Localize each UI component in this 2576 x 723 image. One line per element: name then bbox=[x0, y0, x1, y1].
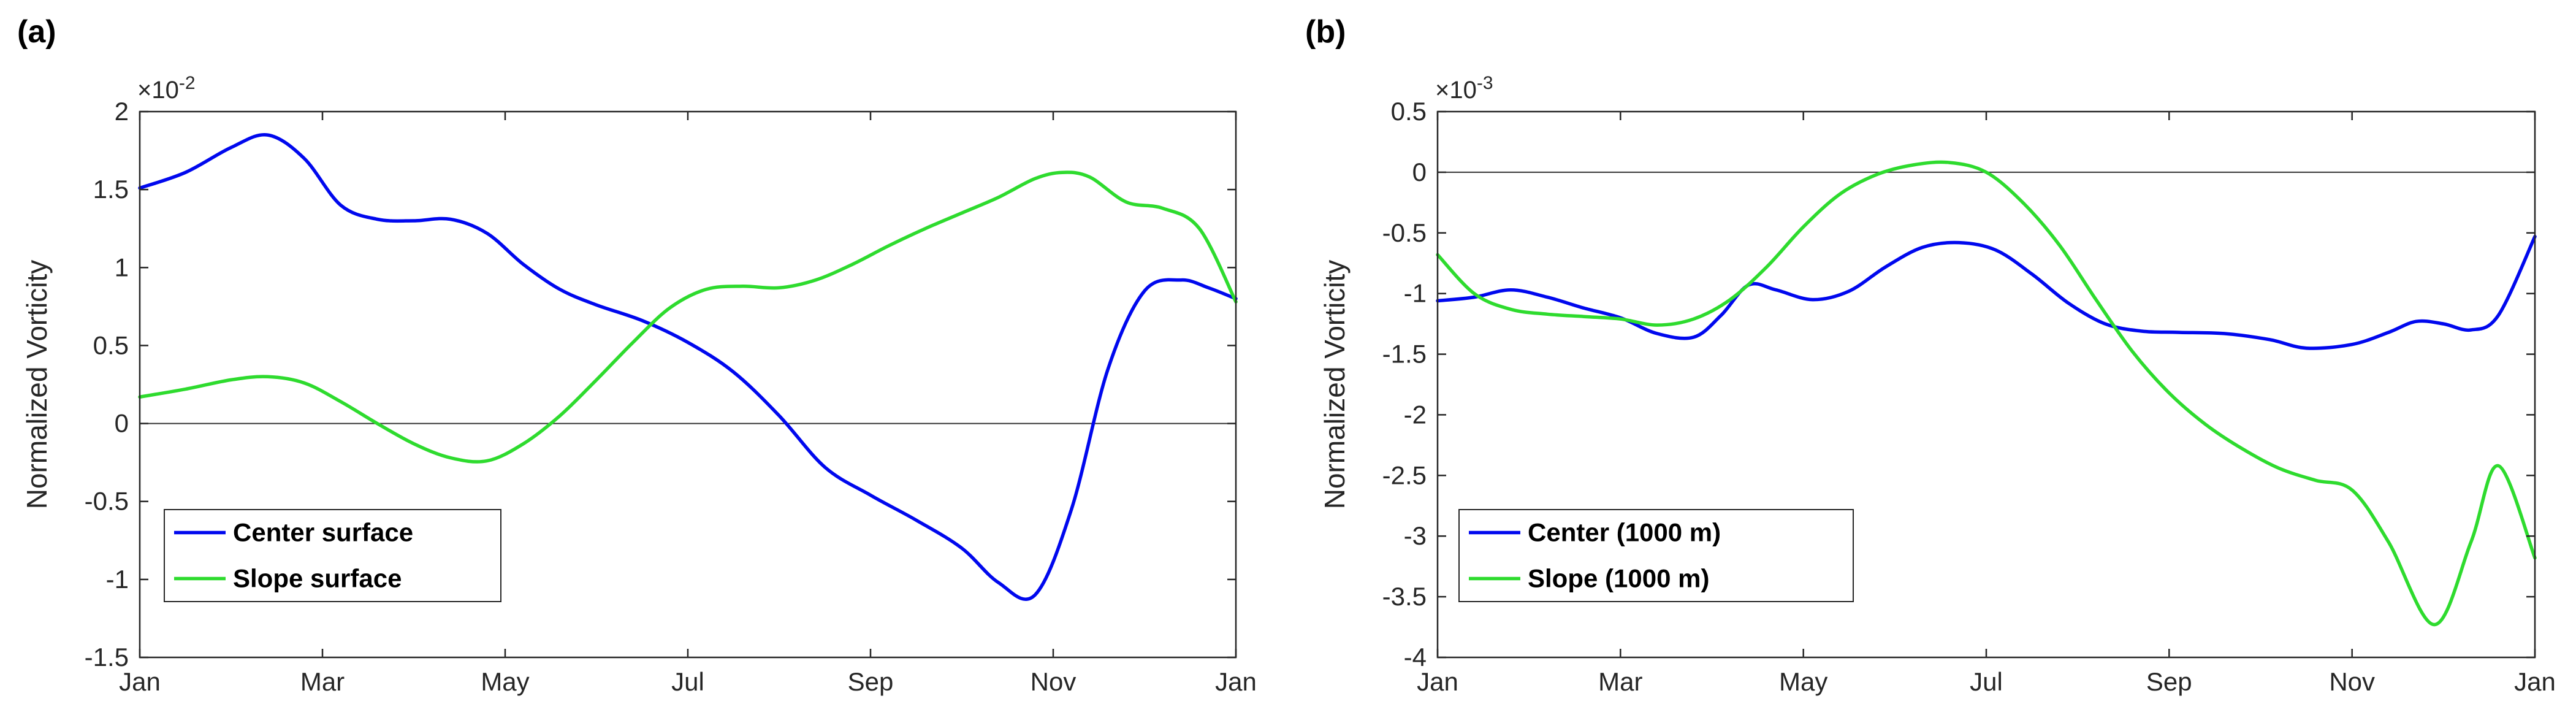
y-tick-label: 0 bbox=[1412, 158, 1427, 186]
y-tick-label: -3 bbox=[1404, 521, 1427, 550]
y-exponent-label: ×10-2 bbox=[137, 73, 196, 104]
legend-box bbox=[164, 509, 501, 602]
x-tick-label: May bbox=[481, 667, 529, 696]
y-tick-label: 0.5 bbox=[1391, 97, 1427, 126]
panel-a-label: (a) bbox=[17, 14, 56, 50]
panel-a: (a) Jan Mar May Jul Sep Nov Jan -1.5 -1 -0.5 0 0.5 1… bbox=[17, 14, 1257, 696]
legend: Center (1000 m) Slope (1000 m) bbox=[1458, 509, 1854, 602]
y-tick-label: 1 bbox=[115, 253, 129, 281]
y-tick-label: 1.5 bbox=[93, 175, 129, 204]
x-tick-label: Jan bbox=[1417, 667, 1458, 696]
x-tick-label: Nov bbox=[2329, 667, 2375, 696]
x-tick-label: Jan bbox=[2514, 667, 2556, 696]
y-tick-label: -1 bbox=[1404, 279, 1427, 308]
x-tick-label: Sep bbox=[2146, 667, 2192, 696]
legend-label-center-surface: Center surface bbox=[233, 518, 413, 547]
x-tick-label: Nov bbox=[1031, 667, 1077, 696]
y-tick-label: -2 bbox=[1404, 400, 1427, 429]
y-tick-label: -1.5 bbox=[85, 643, 129, 671]
series-line-slope-1000-m bbox=[1436, 160, 2537, 627]
x-tick-label: Jan bbox=[1215, 667, 1257, 696]
y-tick-label: -0.5 bbox=[1382, 218, 1427, 247]
chart-panel-b: Jan Mar May Jul Sep Nov Jan -4 -3.5 -3 -2.5 -2 -1.5-… bbox=[1288, 0, 2576, 723]
y-tick-label: 2 bbox=[115, 97, 129, 126]
series-line-center-surface bbox=[138, 132, 1238, 601]
y-tick-label: -3.5 bbox=[1382, 582, 1427, 611]
legend-label-center-1000-m: Center (1000 m) bbox=[1528, 518, 1721, 547]
y-exponent-label: ×10-3 bbox=[1435, 73, 1493, 104]
y-tick-label: -4 bbox=[1404, 643, 1427, 671]
legend-box bbox=[1458, 509, 1854, 602]
y-tick-label: -0.5 bbox=[85, 487, 129, 516]
x-tick-label: Mar bbox=[1598, 667, 1642, 696]
x-tick-label: Mar bbox=[300, 667, 345, 696]
y-tick-label: 0.5 bbox=[93, 331, 129, 359]
chart-svg: Jan Mar May Jul Sep Nov Jan-1.5-1-0.500.511.52… bbox=[21, 73, 1257, 696]
y-axis-label: Normalized Vorticity bbox=[21, 260, 53, 509]
x-tick-label: Jan bbox=[119, 667, 161, 696]
x-tick-label: Jul bbox=[1970, 667, 2003, 696]
x-tick-label: May bbox=[1779, 667, 1827, 696]
series-line-slope-surface bbox=[138, 170, 1238, 464]
panel-b-label: (b) bbox=[1305, 14, 1346, 50]
legend-label-slope-surface: Slope surface bbox=[233, 564, 402, 593]
y-tick-label: -2.5 bbox=[1382, 461, 1427, 489]
panel-b: (b) Jan Mar May Jul Sep Nov Jan -4 -3.5 -3 -2.5 -2-… bbox=[1288, 0, 2576, 723]
legend: Center surface Slope surface bbox=[164, 509, 501, 602]
y-tick-label: 0 bbox=[115, 409, 129, 438]
legend-label-slope-1000-m: Slope (1000 m) bbox=[1528, 564, 1709, 593]
y-axis-label: Normalized Vorticity bbox=[1319, 260, 1351, 509]
chart-panel-a: Jan Mar May Jul Sep Nov Jan -1.5 -1 -0.5 0 0.5 1 1.5 2… bbox=[21, 73, 1257, 696]
y-tick-label: -1.5 bbox=[1382, 340, 1427, 369]
x-tick-label: Jul bbox=[671, 667, 704, 696]
chart-svg: Jan Mar May Jul Sep Nov Jan-4-3.5-3-2.5-2-1.5-… bbox=[1319, 73, 2556, 696]
y-tick-label: -1 bbox=[106, 565, 129, 594]
x-tick-label: Sep bbox=[848, 667, 894, 696]
series-line-center-1000-m bbox=[1436, 234, 2537, 350]
